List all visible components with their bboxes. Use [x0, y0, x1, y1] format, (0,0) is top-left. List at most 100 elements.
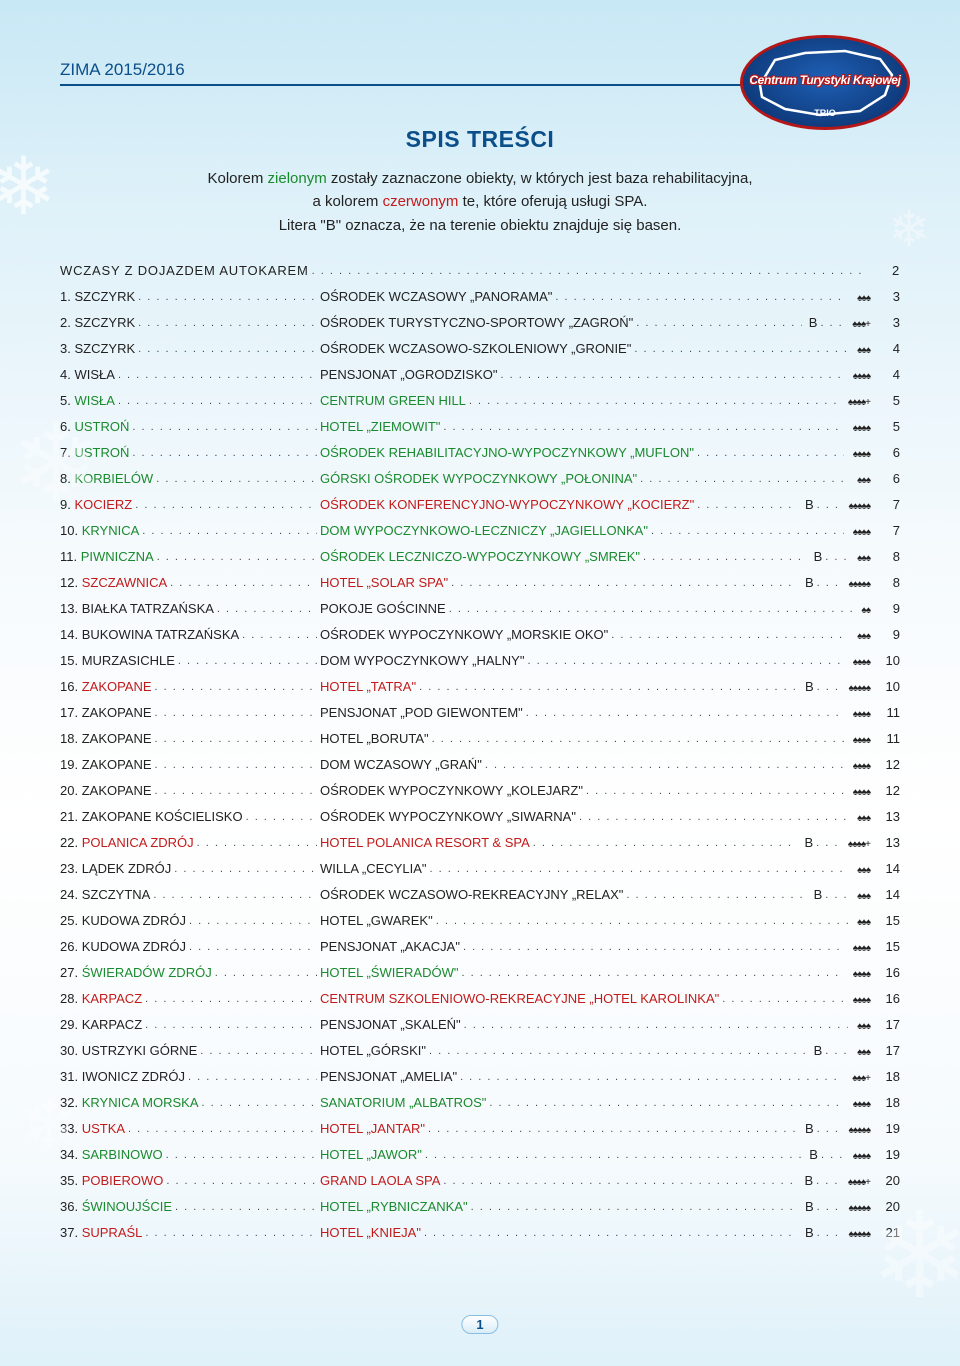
toc-row-page: 9	[876, 627, 900, 642]
toc-row-number: 18.	[60, 731, 78, 746]
toc-row-page: 6	[876, 445, 900, 460]
logo-text: Centrum Turystyki Krajowej	[740, 73, 910, 87]
toc-row-number: 8.	[60, 471, 71, 486]
toc-row: 8. KORBIELÓW. . . . . . . . . . . . . . …	[60, 471, 900, 486]
star-rating: ♠♠♠♠	[853, 423, 870, 434]
toc-row-location: SZCZYRK	[74, 289, 135, 304]
star-rating: ♠♠♠	[857, 891, 870, 902]
star-rating: ♠♠♠♠	[853, 1099, 870, 1110]
toc-row-number: 29.	[60, 1017, 78, 1032]
toc-row-page: 8	[876, 575, 900, 590]
toc-row-description: HOTEL „ŚWIERADÓW"	[320, 965, 458, 980]
toc-row-number: 10.	[60, 523, 78, 538]
toc-row-page: 16	[876, 991, 900, 1006]
star-rating: ♠♠♠	[857, 1047, 870, 1058]
toc-row-description: HOTEL „JANTAR"	[320, 1121, 425, 1136]
toc-row: 7. USTROŃ. . . . . . . . . . . . . . . .…	[60, 445, 900, 460]
toc-row-description: SANATORIUM „ALBATROS"	[320, 1095, 486, 1110]
toc-row-description: CENTRUM GREEN HILL	[320, 393, 466, 408]
toc-row: 4. WISŁA. . . . . . . . . . . . . . . . …	[60, 367, 900, 382]
toc-row-location: KARPACZ	[82, 991, 142, 1006]
toc-row-page: 4	[876, 367, 900, 382]
toc-row-location: SZCZYRK	[74, 315, 135, 330]
toc-row-description: DOM WYPOCZYNKOWY „HALNY"	[320, 653, 524, 668]
pool-marker: B	[814, 887, 823, 902]
toc-row: 24. SZCZYTNA. . . . . . . . . . . . . . …	[60, 887, 900, 902]
toc-row-description: WILLA „CECYLIA"	[320, 861, 426, 876]
toc-row-page: 5	[876, 419, 900, 434]
toc-row: 19. ZAKOPANE. . . . . . . . . . . . . . …	[60, 757, 900, 772]
toc-row-description: OŚRODEK LECZNICZO-WYPOCZYNKOWY „SMREK"	[320, 549, 640, 564]
toc-row-location: ZAKOPANE	[82, 679, 152, 694]
toc-row-location: IWONICZ ZDRÓJ	[82, 1069, 185, 1084]
toc-row-number: 16.	[60, 679, 78, 694]
star-rating: ♠♠♠♠♠	[848, 1203, 870, 1214]
toc-row-location: ZAKOPANE	[82, 757, 152, 772]
toc-row-location: WISŁA	[74, 393, 114, 408]
toc-row-description: GRAND LAOLA SPA	[320, 1173, 440, 1188]
toc-row-page: 10	[876, 679, 900, 694]
toc-row-location: POLANICA ZDRÓJ	[82, 835, 194, 850]
logo-subtext: TRIO	[814, 108, 836, 118]
toc-row-number: 5.	[60, 393, 71, 408]
toc-row-number: 37.	[60, 1225, 78, 1240]
pool-marker: B	[805, 1121, 814, 1136]
toc-row-page: 3	[876, 315, 900, 330]
toc-row-number: 26.	[60, 939, 78, 954]
toc-row-description: PENSJONAT „AMELIA"	[320, 1069, 457, 1084]
toc-row: 35. POBIEROWO. . . . . . . . . . . . . .…	[60, 1173, 900, 1188]
toc-row: 34. SARBINOWO. . . . . . . . . . . . . .…	[60, 1147, 900, 1162]
toc-row-description: HOTEL „JAWOR"	[320, 1147, 422, 1162]
pool-marker: B	[805, 679, 814, 694]
toc-row-page: 15	[876, 913, 900, 928]
toc-row-description: OŚRODEK WCZASOWO-SZKOLENIOWY „GRONIE"	[320, 341, 631, 356]
star-rating: ♠♠♠♠	[853, 449, 870, 460]
pool-marker: B	[804, 1173, 813, 1188]
toc-row-number: 35.	[60, 1173, 78, 1188]
pool-marker: B	[814, 1043, 823, 1058]
toc-row-number: 25.	[60, 913, 78, 928]
pool-marker: B	[805, 575, 814, 590]
toc-row-location: ŚWINOUJŚCIE	[82, 1199, 172, 1214]
toc-row-page: 19	[876, 1147, 900, 1162]
toc-row-description: HOTEL „RYBNICZANKA"	[320, 1199, 468, 1214]
toc-row: 33. USTKA. . . . . . . . . . . . . . . .…	[60, 1121, 900, 1136]
toc-row-page: 11	[876, 731, 900, 746]
table-of-contents: WCZASY Z DOJAZDEM AUTOKAREM . . . . . . …	[60, 263, 900, 1240]
toc-row-number: 30.	[60, 1043, 78, 1058]
pool-marker: B	[814, 549, 823, 564]
toc-row-location: PIWNICZNA	[81, 549, 154, 564]
toc-row-description: OŚRODEK WYPOCZYNKOWY „SIWARNA"	[320, 809, 576, 824]
star-rating: ♠♠♠♠♠	[848, 1125, 870, 1136]
toc-row-number: 4.	[60, 367, 71, 382]
toc-row-location: ZAKOPANE	[82, 731, 152, 746]
toc-row-number: 14.	[60, 627, 78, 642]
toc-row: 3. SZCZYRK. . . . . . . . . . . . . . . …	[60, 341, 900, 356]
toc-row-page: 14	[876, 861, 900, 876]
toc-row: 23. LĄDEK ZDRÓJ. . . . . . . . . . . . .…	[60, 861, 900, 876]
toc-row-number: 7.	[60, 445, 71, 460]
toc-row-location: SZCZAWNICA	[82, 575, 167, 590]
toc-row-number: 19.	[60, 757, 78, 772]
toc-row-description: PENSJONAT „OGRODZISKO"	[320, 367, 498, 382]
star-rating: ♠♠♠	[857, 1021, 870, 1032]
toc-row-number: 13.	[60, 601, 78, 616]
star-rating: ♠♠	[861, 605, 870, 616]
toc-row-page: 10	[876, 653, 900, 668]
star-rating: ♠♠♠♠	[853, 761, 870, 772]
toc-row-page: 17	[876, 1017, 900, 1032]
star-rating: ♠♠♠♠	[853, 527, 870, 538]
page-title: SPIS TREŚCI	[0, 126, 960, 153]
pool-marker: B	[805, 1225, 814, 1240]
star-rating: ♠♠♠♠♠	[848, 1229, 870, 1240]
toc-row-page: 5	[876, 393, 900, 408]
toc-row-page: 8	[876, 549, 900, 564]
toc-row-page: 11	[876, 705, 900, 720]
toc-row-description: HOTEL „SOLAR SPA"	[320, 575, 448, 590]
toc-row-description: OŚRODEK WCZASOWO-REKREACYJNY „RELAX"	[320, 887, 623, 902]
toc-row-description: DOM WYPOCZYNKOWO-LECZNICZY „JAGIELLONKA"	[320, 523, 648, 538]
toc-row-page: 4	[876, 341, 900, 356]
toc-row-location: USTROŃ	[74, 419, 129, 434]
pool-marker: B	[809, 1147, 818, 1162]
toc-row: 13. BIAŁKA TATRZAŃSKA. . . . . . . . . .…	[60, 601, 900, 616]
